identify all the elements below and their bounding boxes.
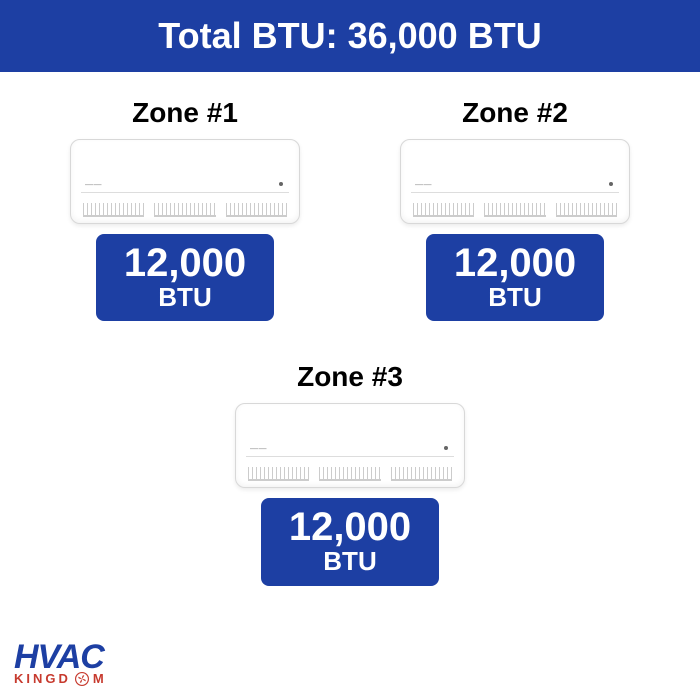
zones-grid: Zone #1 —— 12,000 BTU Zone #2 ——: [0, 72, 700, 586]
zone-title: Zone #2: [462, 97, 568, 129]
zone-1: Zone #1 —— 12,000 BTU: [60, 97, 310, 321]
ac-vents: [83, 197, 287, 217]
ac-seam-line: [411, 192, 619, 193]
ac-brand-mark: ——: [85, 180, 102, 189]
brand-logo: HVAC KINGD M: [14, 642, 107, 686]
ac-vent: [391, 467, 452, 481]
ac-unit-image: ——: [400, 139, 630, 224]
header-text: Total BTU: 36,000 BTU: [158, 15, 541, 57]
ac-vents: [413, 197, 617, 217]
logo-kingdom-text-left: KINGD: [14, 671, 71, 686]
ac-indicator-dot: [444, 446, 448, 450]
btu-value: 12,000: [124, 242, 246, 284]
ac-vent: [484, 203, 545, 217]
btu-label: BTU: [124, 284, 246, 311]
ac-unit-image: ——: [235, 403, 465, 488]
btu-label: BTU: [289, 548, 411, 575]
zone-title: Zone #3: [297, 361, 403, 393]
btu-value: 12,000: [289, 506, 411, 548]
ac-indicator-dot: [609, 182, 613, 186]
zone-3: Zone #3 —— 12,000 BTU: [225, 361, 475, 585]
btu-value: 12,000: [454, 242, 576, 284]
ac-indicator-dot: [279, 182, 283, 186]
ac-unit-image: ——: [70, 139, 300, 224]
fan-icon: [75, 672, 89, 686]
zone-2: Zone #2 —— 12,000 BTU: [390, 97, 640, 321]
ac-vent: [413, 203, 474, 217]
btu-badge: 12,000 BTU: [426, 234, 604, 321]
ac-vent: [248, 467, 309, 481]
logo-kingdom-row: KINGD M: [14, 671, 107, 686]
btu-badge: 12,000 BTU: [261, 498, 439, 585]
header-bar: Total BTU: 36,000 BTU: [0, 0, 700, 72]
logo-kingdom-text-right: M: [93, 671, 107, 686]
btu-label: BTU: [454, 284, 576, 311]
ac-vent: [319, 467, 380, 481]
ac-seam-line: [246, 456, 454, 457]
ac-vent: [226, 203, 287, 217]
ac-seam-line: [81, 192, 289, 193]
ac-brand-mark: ——: [415, 180, 432, 189]
logo-hvac-text: HVAC: [14, 642, 107, 673]
ac-vent: [83, 203, 144, 217]
zone-title: Zone #1: [132, 97, 238, 129]
ac-vent: [556, 203, 617, 217]
ac-vent: [154, 203, 215, 217]
ac-vents: [248, 461, 452, 481]
btu-badge: 12,000 BTU: [96, 234, 274, 321]
ac-brand-mark: ——: [250, 444, 267, 453]
